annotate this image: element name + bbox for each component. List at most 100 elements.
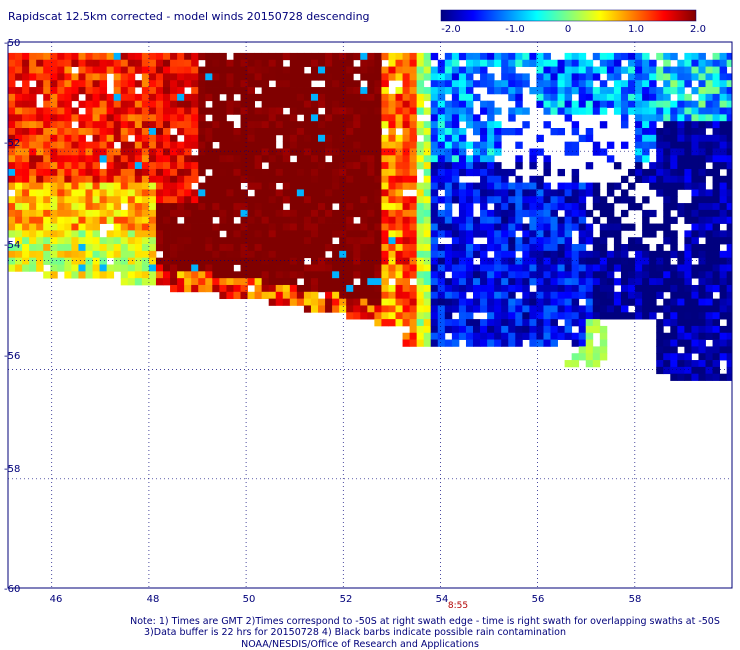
- heatmap-cell: [184, 121, 192, 129]
- heatmap-cell: [275, 244, 284, 252]
- heatmap-cell: [451, 59, 460, 67]
- heatmap-cell: [522, 52, 530, 61]
- heatmap-cell: [367, 271, 375, 279]
- heatmap-cell: [346, 66, 354, 74]
- heatmap-cell: [663, 87, 671, 95]
- heatmap-cell: [170, 155, 178, 163]
- heatmap-cell: [712, 175, 721, 183]
- heatmap-cell: [374, 244, 382, 252]
- heatmap-cell: [64, 59, 72, 67]
- heatmap-cell: [458, 278, 467, 286]
- heatmap-cell: [550, 250, 558, 259]
- heatmap-cell: [233, 73, 241, 81]
- heatmap-cell: [233, 87, 241, 95]
- heatmap-cell: [550, 291, 558, 300]
- heatmap-cell: [106, 244, 115, 252]
- heatmap-cell: [536, 223, 544, 231]
- heatmap-cell: [92, 203, 100, 211]
- heatmap-cell: [155, 141, 164, 149]
- heatmap-cell: [585, 128, 594, 136]
- heatmap-cell: [388, 134, 396, 143]
- heatmap-cell: [303, 284, 312, 293]
- heatmap-cell: [698, 100, 706, 108]
- heatmap-cell: [282, 66, 291, 74]
- footnote-line: Note: 1) Times are GMT 2)Times correspon…: [130, 616, 720, 627]
- heatmap-cell: [381, 291, 389, 300]
- heatmap-cell: [705, 237, 713, 245]
- heatmap-cell: [353, 230, 361, 238]
- heatmap-cell: [29, 209, 37, 218]
- heatmap-cell: [148, 134, 157, 143]
- heatmap-cell: [282, 216, 291, 224]
- heatmap-cell: [346, 114, 354, 122]
- heatmap-cell: [557, 250, 566, 259]
- heatmap-cell: [571, 298, 580, 306]
- heatmap-cell: [663, 141, 671, 149]
- heatmap-cell: [360, 264, 368, 272]
- heatmap-cell: [564, 80, 573, 88]
- heatmap-cell: [50, 203, 58, 211]
- heatmap-cell: [670, 148, 678, 156]
- heatmap-cell: [635, 271, 643, 279]
- heatmap-cell: [620, 93, 629, 102]
- heatmap-cell: [184, 162, 192, 170]
- heatmap-cell: [712, 264, 721, 272]
- heatmap-cell: [402, 319, 411, 327]
- heatmap-cell: [78, 114, 86, 122]
- heatmap-cell: [670, 332, 678, 340]
- heatmap-cell: [64, 128, 72, 136]
- heatmap-cell: [43, 237, 51, 245]
- heatmap-cell: [487, 284, 495, 293]
- heatmap-cell: [226, 93, 234, 102]
- heatmap-cell: [444, 257, 453, 265]
- heatmap-cell: [649, 312, 657, 320]
- heatmap-cell: [465, 250, 474, 259]
- heatmap-cell: [536, 244, 544, 252]
- heatmap-cell: [656, 162, 664, 170]
- heatmap-cell: [585, 230, 594, 238]
- heatmap-cell: [529, 223, 537, 231]
- heatmap-cell: [508, 80, 516, 88]
- heatmap-cell: [402, 237, 411, 245]
- heatmap-cell: [444, 66, 453, 74]
- heatmap-cell: [240, 203, 248, 211]
- heatmap-cell: [529, 189, 537, 197]
- heatmap-cell: [487, 162, 495, 170]
- heatmap-cell: [536, 134, 544, 143]
- heatmap-cell: [571, 175, 580, 183]
- heatmap-cell: [8, 257, 16, 265]
- heatmap-cell: [649, 128, 657, 136]
- heatmap-cell: [226, 141, 234, 149]
- heatmap-cell: [663, 52, 671, 61]
- heatmap-cell: [22, 203, 30, 211]
- heatmap-cell: [233, 196, 241, 204]
- heatmap-cell: [620, 114, 629, 122]
- heatmap-cell: [36, 162, 44, 170]
- heatmap-cell: [148, 52, 157, 61]
- heatmap-cell: [177, 59, 185, 67]
- heatmap-cell: [670, 114, 678, 122]
- heatmap-cell: [346, 284, 354, 293]
- heatmap-cell: [296, 100, 305, 108]
- heatmap-cell: [649, 278, 657, 286]
- heatmap-cell: [381, 278, 389, 286]
- heatmap-cell: [22, 216, 30, 224]
- heatmap-cell: [437, 312, 446, 320]
- heatmap-cell: [268, 134, 277, 143]
- heatmap-cell: [85, 128, 93, 136]
- heatmap-cell: [71, 107, 79, 115]
- heatmap-cell: [480, 325, 488, 334]
- heatmap-cell: [127, 209, 136, 218]
- heatmap-cell: [191, 223, 199, 231]
- heatmap-cell: [64, 80, 72, 88]
- heatmap-cell: [353, 209, 361, 218]
- heatmap-cell: [649, 107, 657, 115]
- heatmap-cell: [508, 52, 516, 61]
- heatmap-cell: [529, 59, 537, 67]
- heatmap-cell: [212, 114, 220, 122]
- heatmap-cell: [289, 52, 298, 61]
- heatmap-cell: [332, 168, 340, 177]
- heatmap-cell: [127, 93, 136, 102]
- heatmap-cell: [522, 312, 530, 320]
- heatmap-cell: [487, 121, 495, 129]
